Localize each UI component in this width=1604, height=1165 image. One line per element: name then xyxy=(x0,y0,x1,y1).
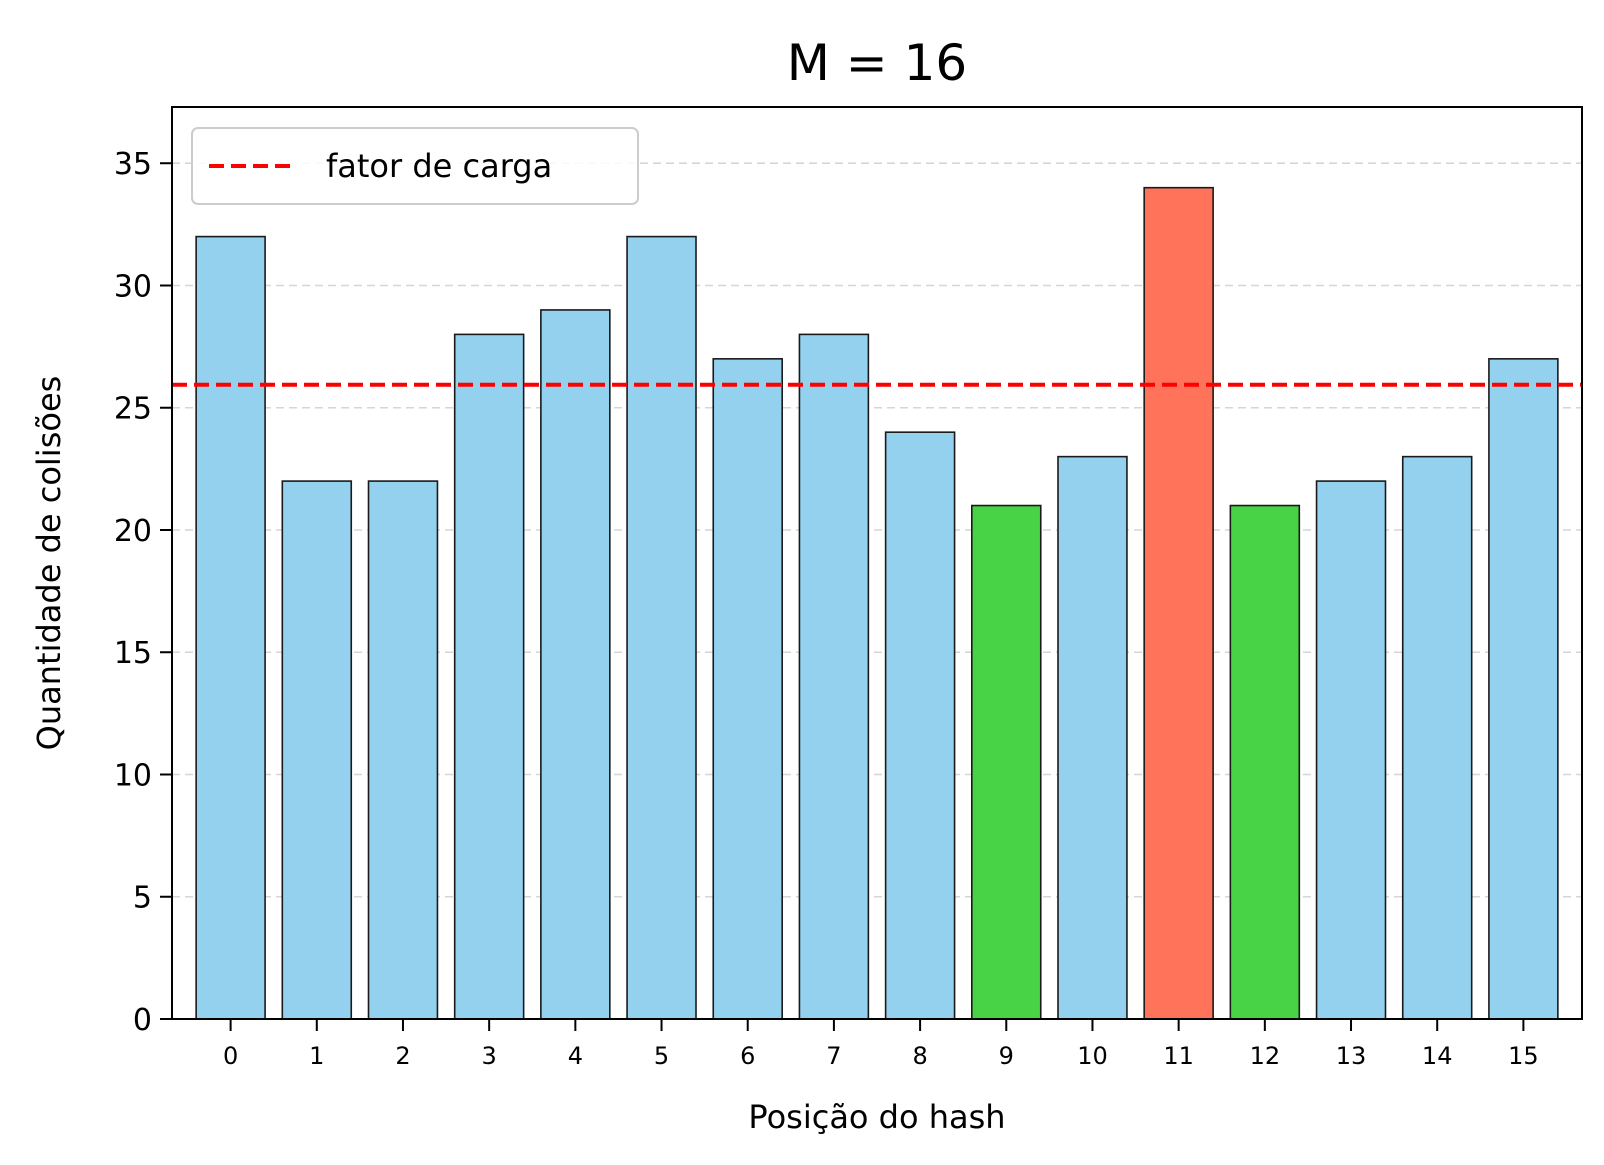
x-axis-ticks: 0 1 2 3 4 5 6 7 8 9 10 11 12 13 14 15 xyxy=(223,1019,1539,1070)
x-tick-label: 0 xyxy=(223,1042,238,1070)
x-tick-label: 5 xyxy=(654,1042,669,1070)
plot-frame xyxy=(171,106,1583,1020)
bar-4 xyxy=(540,309,611,1020)
bar-11 xyxy=(1143,186,1214,1020)
bar-0 xyxy=(195,235,266,1020)
y-axis-ticks: 0 5 10 15 20 25 30 35 xyxy=(114,147,172,1038)
legend: fator de carga xyxy=(191,127,639,205)
x-tick-label: 4 xyxy=(568,1042,583,1070)
x-tick-label: 1 xyxy=(309,1042,324,1070)
x-tick-label: 7 xyxy=(826,1042,841,1070)
y-tick-label: 15 xyxy=(114,636,152,671)
y-tick-label: 30 xyxy=(114,269,152,304)
bar-8 xyxy=(884,431,956,1020)
bar-10 xyxy=(1057,455,1128,1020)
x-tick-label: 8 xyxy=(912,1042,927,1070)
x-tick-label: 6 xyxy=(740,1042,755,1070)
y-tick-label: 20 xyxy=(114,514,152,549)
x-tick-label: 2 xyxy=(395,1042,410,1070)
y-tick-label: 0 xyxy=(133,1003,152,1038)
x-tick-label: 10 xyxy=(1077,1042,1108,1070)
bar-9 xyxy=(971,504,1042,1020)
bar-14 xyxy=(1401,455,1473,1020)
x-tick-label: 9 xyxy=(999,1042,1014,1070)
x-tick-label: 11 xyxy=(1163,1042,1194,1070)
legend-box xyxy=(191,127,639,205)
chart-title: M = 16 xyxy=(787,34,967,92)
y-axis-label: Quantidade de colisões xyxy=(30,376,68,751)
legend-label: fator de carga xyxy=(326,147,552,185)
x-axis-label: Posição do hash xyxy=(748,1098,1005,1136)
bar-15 xyxy=(1488,358,1559,1020)
bar-1 xyxy=(281,480,353,1020)
x-tick-label: 13 xyxy=(1336,1042,1367,1070)
x-tick-label: 14 xyxy=(1422,1042,1453,1070)
bar-3 xyxy=(453,333,525,1020)
x-tick-label: 12 xyxy=(1250,1042,1281,1070)
bar-6 xyxy=(712,358,783,1020)
y-tick-label: 10 xyxy=(114,758,152,793)
x-tick-label: 3 xyxy=(482,1042,497,1070)
y-tick-label: 25 xyxy=(114,392,152,427)
bar-7 xyxy=(798,333,870,1020)
bar-2 xyxy=(367,480,439,1020)
bar-5 xyxy=(626,235,697,1020)
bar-13 xyxy=(1315,480,1387,1020)
x-tick-label: 15 xyxy=(1508,1042,1539,1070)
y-tick-label: 5 xyxy=(133,881,152,916)
bars xyxy=(195,186,1559,1020)
bar-12 xyxy=(1229,504,1301,1020)
y-tick-label: 35 xyxy=(114,147,152,182)
